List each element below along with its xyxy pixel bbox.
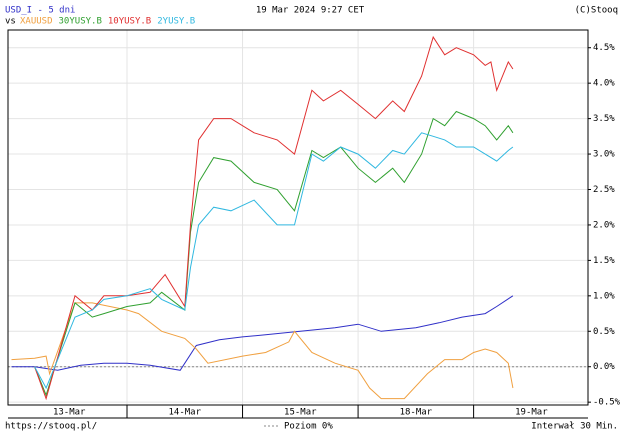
main-symbol: USD_I - 5 dni	[5, 6, 75, 16]
y-tick-label: 4.5%	[593, 43, 615, 53]
y-tick-label: -0.5%	[593, 398, 621, 408]
timestamp: 19 Mar 2024 9:27 CET	[256, 6, 365, 16]
series-line	[11, 295, 514, 371]
y-tick-label: 4.0%	[593, 79, 615, 89]
x-tick-label: 19-Mar	[515, 408, 548, 418]
y-tick-label: 1.5%	[593, 256, 615, 266]
legend-entry: XAUUSD	[20, 17, 53, 27]
y-tick-label: 3.0%	[593, 150, 615, 160]
y-tick-label: 2.0%	[593, 220, 615, 230]
series-line	[34, 132, 514, 390]
legend-entry: 30YUSY.B	[59, 17, 102, 27]
series-line	[34, 110, 514, 397]
x-tick-label: 14-Mar	[169, 408, 202, 418]
vs-label: vs	[5, 17, 16, 27]
y-tick-label: 2.5%	[593, 185, 615, 195]
copyright: (C)Stooq	[575, 6, 618, 16]
x-tick-label: 18-Mar	[400, 408, 433, 418]
x-tick-label: 15-Mar	[284, 408, 317, 418]
legend-entry: 2YUSY.B	[157, 17, 195, 27]
series-line	[11, 302, 514, 400]
series-line	[34, 35, 514, 401]
y-tick-label: 3.5%	[593, 114, 615, 124]
source: https://stooq.pl/	[5, 422, 97, 432]
plot-frame	[7, 29, 589, 406]
y-tick-label: 1.0%	[593, 291, 615, 301]
zero-line-label: Poziom 0%	[284, 422, 333, 432]
legend-entry: 10YUSY.B	[108, 17, 151, 27]
x-tick-label: 13-Mar	[53, 408, 86, 418]
y-tick-label: 0.0%	[593, 362, 615, 372]
y-tick-label: 0.5%	[593, 327, 615, 337]
interval: Interwał 30 Min.	[531, 422, 618, 432]
